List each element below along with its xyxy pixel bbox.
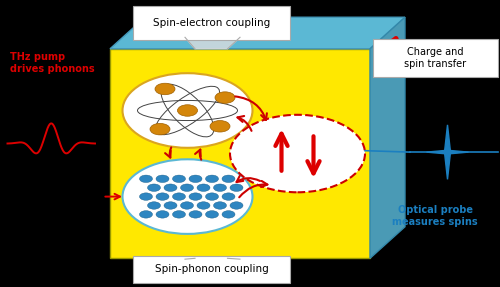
Circle shape [222, 175, 235, 183]
Circle shape [230, 115, 365, 192]
Circle shape [156, 211, 169, 218]
FancyArrowPatch shape [236, 96, 267, 120]
Circle shape [148, 202, 160, 209]
Circle shape [140, 211, 152, 218]
Text: THz pump
drives phonons: THz pump drives phonons [10, 52, 94, 74]
Text: Charge and
spin transfer: Charge and spin transfer [404, 47, 466, 69]
FancyArrowPatch shape [236, 176, 260, 182]
Circle shape [206, 193, 218, 200]
Circle shape [122, 159, 252, 234]
FancyArrowPatch shape [239, 181, 268, 197]
FancyBboxPatch shape [132, 6, 290, 40]
Polygon shape [110, 49, 370, 258]
Circle shape [189, 175, 202, 183]
Circle shape [148, 184, 160, 191]
Circle shape [214, 184, 226, 191]
Circle shape [189, 211, 202, 218]
Polygon shape [426, 125, 469, 179]
Circle shape [222, 193, 235, 200]
Circle shape [230, 184, 243, 191]
FancyArrowPatch shape [238, 116, 252, 131]
Circle shape [150, 123, 170, 135]
Circle shape [122, 73, 252, 148]
Text: Spin-electron coupling: Spin-electron coupling [153, 18, 270, 28]
Circle shape [230, 202, 243, 209]
Circle shape [156, 175, 169, 183]
FancyBboxPatch shape [372, 39, 498, 77]
Circle shape [156, 193, 169, 200]
Circle shape [172, 211, 186, 218]
Text: Optical probe
measures spins: Optical probe measures spins [392, 205, 478, 227]
Circle shape [189, 193, 202, 200]
FancyBboxPatch shape [132, 256, 290, 283]
Circle shape [197, 202, 210, 209]
Circle shape [164, 184, 177, 191]
Polygon shape [110, 17, 405, 49]
FancyArrowPatch shape [165, 148, 171, 158]
Circle shape [180, 202, 194, 209]
Circle shape [206, 175, 218, 183]
Circle shape [178, 105, 198, 116]
Circle shape [172, 175, 186, 183]
Circle shape [197, 184, 210, 191]
Circle shape [210, 121, 230, 132]
Circle shape [140, 175, 152, 183]
FancyArrowPatch shape [195, 150, 201, 160]
Circle shape [180, 184, 194, 191]
Circle shape [214, 202, 226, 209]
Circle shape [140, 193, 152, 200]
Text: Spin-phonon coupling: Spin-phonon coupling [154, 265, 268, 274]
Polygon shape [370, 17, 405, 258]
Polygon shape [185, 37, 240, 49]
Circle shape [215, 92, 235, 103]
Circle shape [222, 211, 235, 218]
Circle shape [164, 202, 177, 209]
Circle shape [172, 193, 186, 200]
Circle shape [155, 83, 175, 95]
Circle shape [206, 211, 218, 218]
